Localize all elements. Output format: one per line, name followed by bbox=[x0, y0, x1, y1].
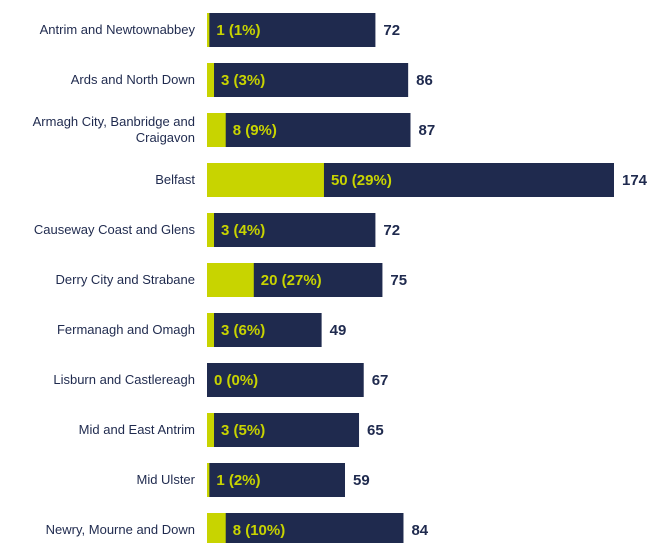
category-label: Mid Ulster bbox=[136, 472, 195, 487]
category-label: Derry City and Strabane bbox=[55, 272, 195, 287]
subset-bar bbox=[207, 113, 226, 147]
category-label: Mid and East Antrim bbox=[78, 422, 195, 437]
subset-label: 3 (4%) bbox=[221, 222, 265, 239]
total-label: 174 bbox=[622, 172, 648, 189]
total-label: 72 bbox=[383, 222, 400, 239]
category-label: Causeway Coast and Glens bbox=[33, 222, 195, 237]
total-label: 84 bbox=[411, 522, 428, 539]
total-label: 67 bbox=[372, 372, 389, 389]
total-bar bbox=[207, 313, 322, 347]
category-label: Antrim and Newtownabbey bbox=[39, 22, 195, 37]
total-bar bbox=[207, 513, 404, 543]
total-label: 65 bbox=[367, 422, 384, 439]
category-label: Newry, Mourne and Down bbox=[45, 522, 195, 537]
subset-bar bbox=[207, 413, 215, 447]
category-label: Armagh City, Banbridge and Craigavon bbox=[32, 114, 195, 145]
total-bar bbox=[207, 463, 346, 497]
subset-label: 1 (1%) bbox=[216, 22, 260, 39]
subset-label: 20 (27%) bbox=[261, 272, 322, 289]
total-label: 75 bbox=[390, 272, 407, 289]
category-label: Ards and North Down bbox=[70, 72, 195, 87]
subset-label: 8 (9%) bbox=[233, 122, 277, 139]
subset-bar bbox=[207, 13, 210, 47]
subset-label: 1 (2%) bbox=[216, 472, 260, 489]
subset-label: 0 (0%) bbox=[214, 372, 258, 389]
total-bar bbox=[207, 413, 360, 447]
subset-bar bbox=[207, 163, 324, 197]
total-label: 87 bbox=[419, 122, 436, 139]
total-label: 86 bbox=[416, 72, 433, 89]
category-label: Belfast bbox=[155, 172, 195, 187]
subset-bar bbox=[207, 63, 215, 97]
subset-bar bbox=[207, 263, 254, 297]
subset-bar bbox=[207, 513, 226, 543]
category-label: Fermanagh and Omagh bbox=[56, 322, 195, 337]
total-bar bbox=[207, 63, 409, 97]
total-bar bbox=[207, 113, 411, 147]
total-bar bbox=[207, 213, 376, 247]
total-label: 72 bbox=[383, 22, 400, 39]
category-label: Lisburn and Castlereagh bbox=[53, 372, 195, 387]
total-label: 59 bbox=[353, 472, 370, 489]
subset-label: 8 (10%) bbox=[233, 522, 286, 539]
subset-bar bbox=[207, 463, 210, 497]
total-bar bbox=[207, 13, 376, 47]
subset-label: 3 (5%) bbox=[221, 422, 265, 439]
subset-label: 3 (6%) bbox=[221, 322, 265, 339]
subset-label: 3 (3%) bbox=[221, 72, 265, 89]
subset-label: 50 (29%) bbox=[331, 172, 392, 189]
subset-bar bbox=[207, 313, 215, 347]
total-label: 49 bbox=[330, 322, 347, 339]
total-bar bbox=[207, 363, 364, 397]
subset-bar bbox=[207, 213, 215, 247]
